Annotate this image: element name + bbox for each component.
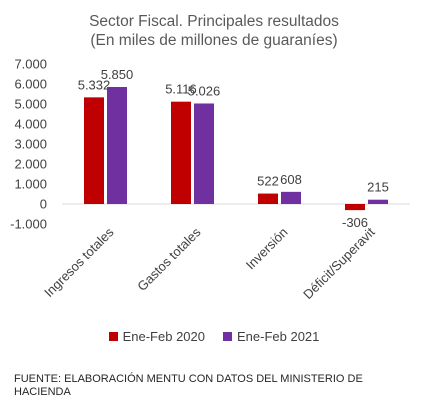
x-tick-label: Déficit/Superavit [300, 224, 378, 302]
bar-2-3 [281, 191, 301, 204]
chart-title: Sector Fiscal. Principales resultados [89, 13, 339, 30]
x-tick-label: Ingresos totales [41, 224, 117, 300]
legend: Ene-Feb 2020 Ene-Feb 2021 [0, 329, 428, 344]
legend-item-series-1: Ene-Feb 2020 [108, 329, 205, 344]
legend-label-series-2: Ene-Feb 2021 [237, 329, 320, 344]
x-tick-label: Gastos totales [134, 224, 204, 294]
y-tick-label: 2.000 [14, 157, 47, 172]
bar-1-4 [345, 204, 365, 211]
y-tick-label: 0 [40, 197, 47, 212]
y-tick-label: 3.000 [14, 137, 47, 152]
y-tick-label: 1.000 [14, 177, 47, 192]
bar-2-1 [107, 87, 127, 204]
legend-swatch-series-2 [223, 332, 232, 341]
legend-item-series-2: Ene-Feb 2021 [223, 329, 319, 344]
bar-2-4 [368, 199, 388, 204]
data-label: -306 [342, 215, 368, 230]
y-tick-label: -1.000 [10, 217, 47, 232]
y-tick-label: 4.000 [14, 117, 47, 132]
data-label: 5.332 [78, 77, 111, 92]
y-tick-label: 5.000 [14, 97, 47, 112]
y-tick-label: 6.000 [14, 77, 47, 92]
legend-label-series-1: Ene-Feb 2020 [122, 329, 205, 344]
chart-subtitle: (En miles de millones de guaraníes) [90, 32, 338, 49]
x-tick-label: Inversión [243, 225, 291, 273]
data-label: 5.850 [101, 67, 134, 82]
bar-1-2 [171, 101, 191, 204]
plot-area: 7.000 6.000 5.000 4.000 3.000 2.000 1.000 0 -1.0… [10, 57, 410, 302]
data-label: 215 [367, 180, 389, 195]
bar-1-3 [258, 193, 278, 204]
data-label: 608 [280, 172, 302, 187]
bar-1-1 [84, 97, 104, 204]
y-tick-label: 7.000 [14, 57, 47, 72]
legend-swatch-series-1 [108, 332, 118, 341]
source-note: FUENTE: ELABORACIÓN MENTU CON DATOS DEL … [14, 373, 363, 398]
data-label: 5.116 [165, 82, 197, 97]
data-label: 5.026 [188, 83, 221, 98]
data-label: 522 [257, 174, 279, 189]
bar-2-2 [194, 103, 214, 204]
